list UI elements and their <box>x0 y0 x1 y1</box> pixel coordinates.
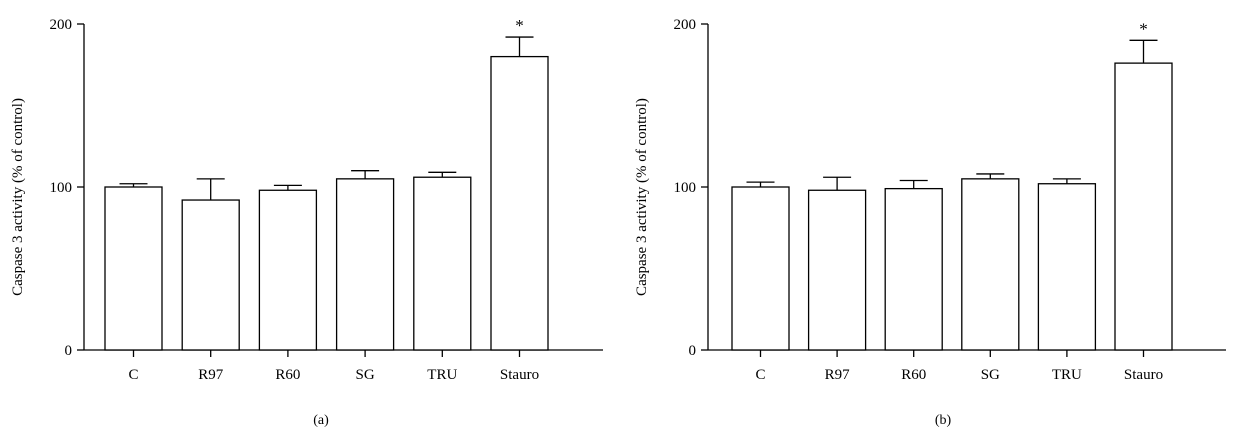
x-tick-label: Stauro <box>500 367 539 383</box>
x-tick-label: SG <box>981 367 1000 383</box>
bar-tru <box>413 176 472 351</box>
x-tick-label: TRU <box>427 367 457 383</box>
x-tick-label: Stauro <box>1124 367 1163 383</box>
bar-r60 <box>884 187 943 351</box>
x-tick-label: R60 <box>901 367 926 383</box>
bar-sg <box>961 178 1020 351</box>
x-tick-label: R60 <box>275 367 300 383</box>
bar-r97 <box>181 199 240 351</box>
y-tick-label: 0 <box>65 343 73 359</box>
y-tick-label: 200 <box>674 17 697 33</box>
y-axis-label: Caspase 3 activity (% of control) <box>634 98 650 296</box>
y-tick-label: 200 <box>50 17 73 33</box>
panel-label: (a) <box>313 413 329 428</box>
panel-label: (b) <box>935 413 952 428</box>
chart-panel-b: 0 100 200 Caspase 3 activity (% of control)… <box>634 17 1226 428</box>
significance-marker: * <box>1139 19 1148 38</box>
bar-c <box>104 186 163 351</box>
y-tick-label: 100 <box>674 180 697 196</box>
x-tick-label: C <box>755 367 765 383</box>
y-tick-label: 100 <box>50 180 73 196</box>
bar-sg <box>335 178 395 351</box>
x-tick-label: TRU <box>1052 367 1082 383</box>
y-axis-label: Caspase 3 activity (% of control) <box>10 98 26 296</box>
bar-stauro <box>1114 62 1173 351</box>
y-tick-label: 0 <box>689 343 697 359</box>
significance-marker: * <box>515 16 524 35</box>
bar-stauro <box>490 55 549 351</box>
bar-r60 <box>258 189 318 351</box>
x-tick-label: C <box>128 367 138 383</box>
x-tick-label: R97 <box>198 367 224 383</box>
bar-c <box>731 186 790 351</box>
x-tick-label: R97 <box>825 367 851 383</box>
chart-panel-a: 0 100 200 Caspase 3 activity (% of control)… <box>10 16 603 428</box>
bar-tru <box>1037 183 1097 351</box>
x-tick-label: SG <box>356 367 375 383</box>
bar-r97 <box>807 189 867 351</box>
